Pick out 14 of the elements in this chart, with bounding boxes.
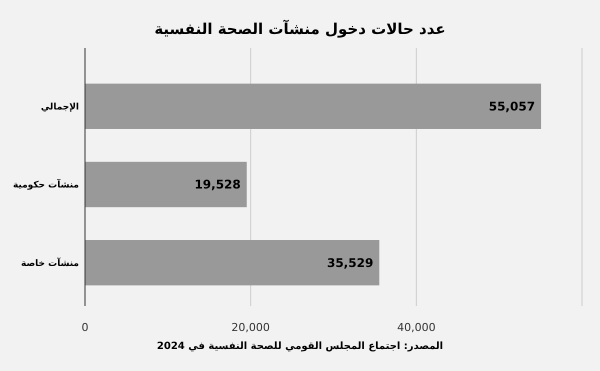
y-tick-label: منشآت حكومية — [12, 178, 79, 191]
data-label: 55,057 — [488, 100, 536, 114]
text: المصدر: اجتماع المجلس القومي للصحة النفسية في 2024 — [156, 341, 444, 352]
bar — [85, 162, 247, 208]
data-label: 19,528 — [194, 178, 241, 192]
y-tick-label: منشآت خاصة — [21, 256, 79, 269]
data-label: 35,529 — [326, 256, 374, 270]
y-tick-label: الإجمالي — [40, 102, 79, 112]
chart-title: عدد حالات دخول منشآت الصحة النفسية — [154, 19, 446, 38]
x-tick-label: 20,000 — [231, 321, 270, 334]
x-tick-label: 40,000 — [397, 321, 436, 334]
bar — [85, 240, 380, 286]
x-tick-label: 0 — [82, 321, 88, 334]
bar — [85, 84, 542, 129]
